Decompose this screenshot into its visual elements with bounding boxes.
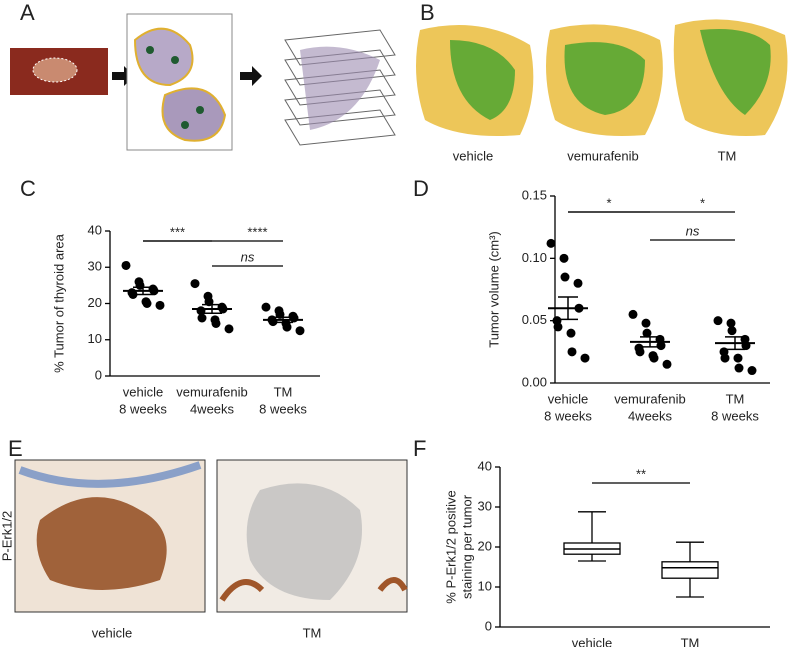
y-axis-label: Tumor volume (cm³) xyxy=(486,231,501,348)
x-tick-label: 8 weeks xyxy=(711,408,759,423)
data-point xyxy=(726,318,736,328)
x-tick-label: vemurafenib xyxy=(176,384,248,399)
y-axis-label: staining per tumor xyxy=(459,494,474,599)
panel-label: D xyxy=(413,176,429,201)
error-bar xyxy=(202,303,222,315)
error-bar xyxy=(640,336,660,348)
data-point xyxy=(642,328,652,338)
x-tick-label: TM xyxy=(726,391,745,406)
significance-label: * xyxy=(606,195,611,210)
x-tick-label: vehicle xyxy=(572,635,612,647)
y-axis-label: % Tumor of thyroid area xyxy=(51,233,66,372)
panel-label: B xyxy=(420,0,435,25)
data-point xyxy=(559,253,569,263)
data-point xyxy=(261,302,271,312)
y-tick-label: 0.10 xyxy=(522,250,547,265)
significance-label: ns xyxy=(686,223,700,238)
significance-label: ** xyxy=(636,466,646,481)
x-tick-label: 4weeks xyxy=(190,401,235,416)
y-tick-label: 0 xyxy=(485,618,492,633)
panel-label: C xyxy=(20,176,36,201)
y-axis-label: % P-Erk1/2 positive xyxy=(443,490,458,603)
box xyxy=(661,561,719,579)
x-tick-label: 8 weeks xyxy=(259,401,307,416)
lower-whisker xyxy=(578,554,606,562)
y-tick-label: 0.05 xyxy=(522,312,547,327)
panel-label: F xyxy=(413,436,426,461)
data-point xyxy=(566,328,576,338)
y-tick-label: 10 xyxy=(88,331,102,346)
error-bar xyxy=(273,316,293,324)
data-point xyxy=(747,366,757,376)
data-point xyxy=(641,318,651,328)
data-point xyxy=(121,260,131,270)
significance-label: **** xyxy=(247,224,267,239)
y-tick-label: 40 xyxy=(478,458,492,473)
panel-e-images xyxy=(14,459,408,613)
x-tick-label: 8 weeks xyxy=(119,401,167,416)
x-tick-label: vehicle xyxy=(548,391,588,406)
data-point xyxy=(662,359,672,369)
data-point xyxy=(560,272,570,282)
data-point xyxy=(628,309,638,319)
lower-whisker xyxy=(676,578,704,598)
x-tick-label: 4weeks xyxy=(628,408,673,423)
data-point xyxy=(720,353,730,363)
image-caption: vehicle xyxy=(453,148,493,163)
panel-label: A xyxy=(20,0,35,25)
data-point xyxy=(733,353,743,363)
data-point xyxy=(546,238,556,248)
image-caption: TM xyxy=(718,148,737,163)
image-caption: vemurafenib xyxy=(567,148,639,163)
significance-label: * xyxy=(700,195,705,210)
error-bar xyxy=(725,336,745,351)
panel-label: E xyxy=(8,436,23,461)
data-point xyxy=(224,324,234,334)
data-point xyxy=(567,347,577,357)
data-point xyxy=(573,278,583,288)
data-point xyxy=(197,313,207,323)
image-caption: TM xyxy=(303,625,322,640)
data-point xyxy=(282,322,292,332)
data-point xyxy=(155,300,165,310)
data-point xyxy=(190,279,200,289)
y-tick-label: 20 xyxy=(478,538,492,553)
upper-whisker xyxy=(578,511,606,543)
data-point xyxy=(295,326,305,336)
y-tick-label: 10 xyxy=(478,578,492,593)
data-point xyxy=(649,353,659,363)
x-tick-label: TM xyxy=(274,384,293,399)
x-tick-label: vemurafenib xyxy=(614,391,686,406)
data-point xyxy=(211,318,221,328)
data-point xyxy=(580,353,590,363)
y-tick-label: 0 xyxy=(95,367,102,382)
y-tick-label: 0.15 xyxy=(522,187,547,202)
data-point xyxy=(656,341,666,351)
error-bar xyxy=(558,296,578,321)
x-tick-label: 8 weeks xyxy=(544,408,592,423)
row-label: P-Erk1/2 xyxy=(0,511,14,562)
y-tick-label: 30 xyxy=(478,498,492,513)
data-point xyxy=(727,326,737,336)
significance-label: *** xyxy=(170,224,185,239)
data-point xyxy=(635,347,645,357)
y-tick-label: 40 xyxy=(88,222,102,237)
panel-a-images xyxy=(10,13,396,151)
data-point xyxy=(713,316,723,326)
data-point xyxy=(142,299,152,308)
data-point xyxy=(553,322,563,332)
image-caption: vehicle xyxy=(92,625,132,640)
y-tick-label: 0.00 xyxy=(522,374,547,389)
y-tick-label: 20 xyxy=(88,295,102,310)
upper-whisker xyxy=(676,541,704,562)
panel-b-images xyxy=(416,19,788,136)
x-tick-label: TM xyxy=(681,635,700,647)
y-tick-label: 30 xyxy=(88,259,102,274)
significance-label: ns xyxy=(241,249,255,264)
data-point xyxy=(734,363,744,373)
error-bar xyxy=(133,286,153,296)
x-tick-label: vehicle xyxy=(123,384,163,399)
